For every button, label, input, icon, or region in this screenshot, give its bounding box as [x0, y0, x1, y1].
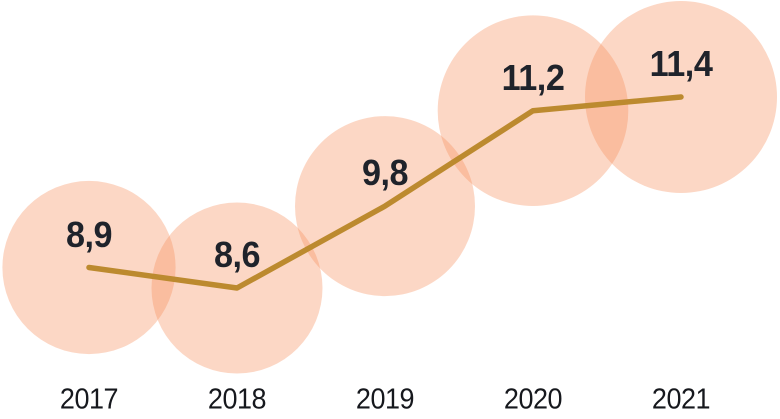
- year-label-2020: 2020: [503, 383, 563, 416]
- year-label-2021: 2021: [651, 383, 711, 416]
- value-label-2019: 9,8: [361, 152, 409, 194]
- trend-line: [86, 94, 684, 291]
- year-label-2019: 2019: [355, 383, 415, 416]
- value-label-2018: 8,6: [213, 233, 261, 275]
- value-label-2017: 8,9: [65, 213, 113, 255]
- year-label-2017: 2017: [59, 383, 119, 416]
- value-label-2020: 11,2: [501, 56, 565, 98]
- value-label-2021: 11,4: [649, 43, 713, 85]
- year-label-2018: 2018: [207, 383, 267, 416]
